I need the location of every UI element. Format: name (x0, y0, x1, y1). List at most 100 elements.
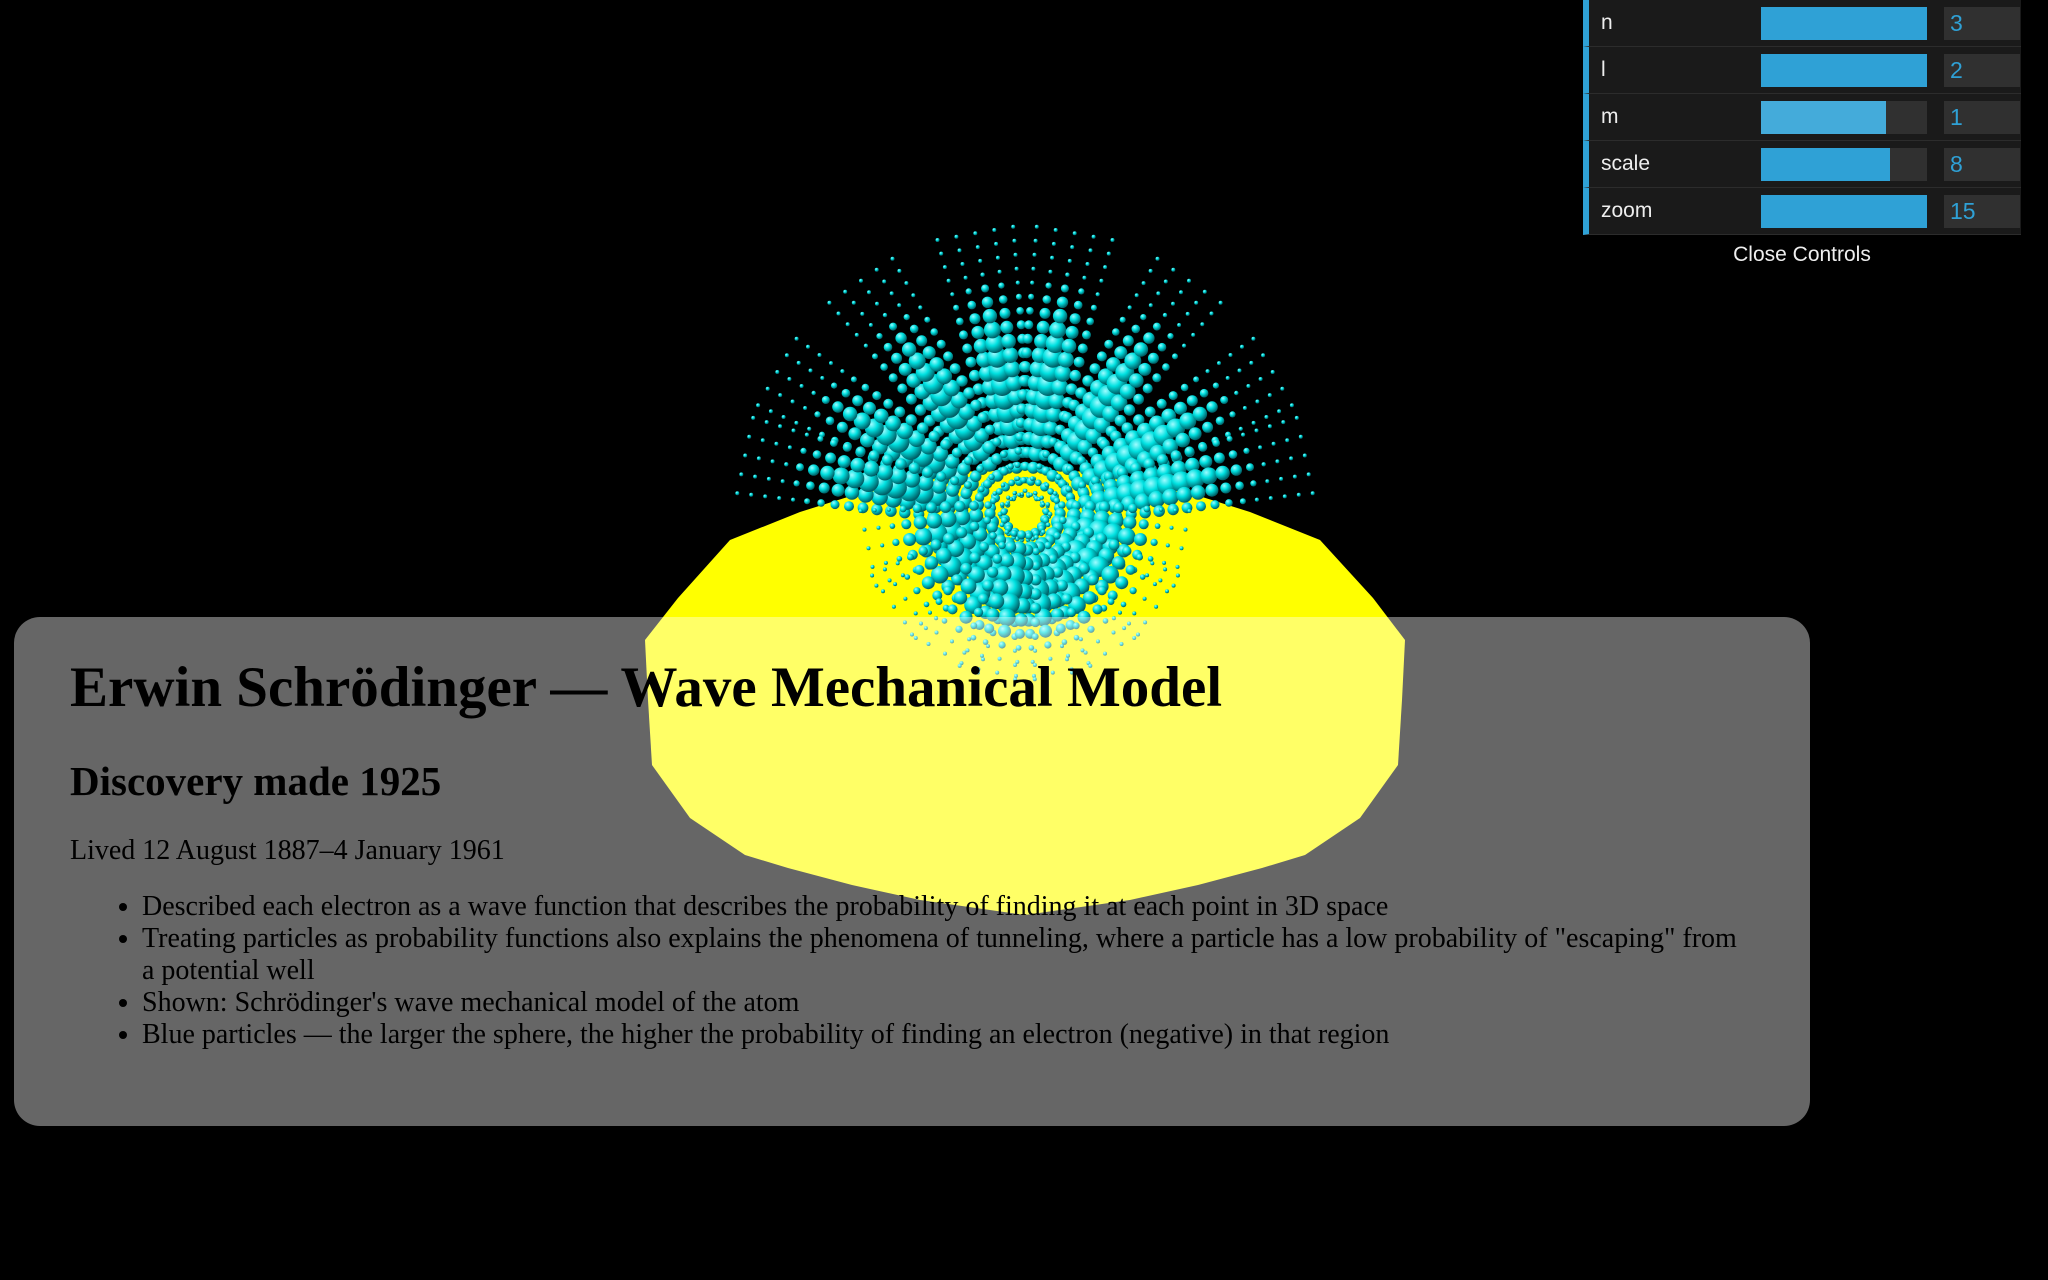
electron-particle (1030, 659, 1035, 664)
electron-particle (1040, 529, 1046, 535)
electron-particle (796, 360, 801, 365)
electron-particle (1228, 353, 1233, 357)
l-input[interactable]: 2 (1944, 54, 2020, 87)
electron-particle (997, 269, 1002, 274)
l-slider[interactable] (1761, 54, 1927, 87)
electron-particle (1065, 486, 1072, 493)
electron-particle (1302, 453, 1307, 458)
electron-particle (1000, 482, 1006, 488)
electron-particle (1106, 251, 1111, 256)
electron-particle (940, 438, 952, 450)
electron-particle (1041, 502, 1046, 507)
electron-particle (978, 486, 985, 493)
electron-particle (1108, 539, 1120, 551)
electron-particle (1003, 360, 1021, 378)
electron-particle (1031, 266, 1036, 271)
electron-particle (1077, 343, 1088, 354)
electron-particle (1086, 317, 1094, 326)
electron-particle (1053, 228, 1058, 232)
electron-particle (1000, 516, 1008, 524)
electron-particle (1014, 266, 1019, 271)
electron-particle (883, 398, 894, 409)
electron-particle (969, 369, 981, 382)
electron-particle (1174, 401, 1187, 415)
close-controls-button[interactable]: Close Controls (1583, 235, 2021, 275)
electron-particle (836, 421, 848, 433)
electron-particle (1043, 420, 1058, 436)
zoom-slider[interactable] (1761, 195, 1927, 228)
electron-particle (1147, 556, 1154, 562)
electron-particle (1059, 516, 1067, 525)
electron-particle (1111, 556, 1126, 570)
electron-particle (1165, 543, 1170, 548)
electron-particle (1294, 415, 1299, 420)
electron-particle (916, 335, 928, 347)
electron-particle (1133, 533, 1147, 546)
electron-particle (890, 256, 895, 261)
controls-panel: n 3 l 2 m 1 scale 8 zoom 15 Close Contro… (1583, 0, 2021, 275)
electron-particle (999, 553, 1015, 568)
electron-particle (1030, 280, 1035, 285)
electron-particle (876, 333, 883, 340)
m-slider[interactable] (1761, 101, 1927, 134)
n-slider[interactable] (1761, 7, 1927, 40)
electron-particle (1085, 262, 1090, 266)
electron-particle (843, 289, 848, 294)
electron-particle (887, 578, 892, 583)
electron-particle (787, 377, 792, 381)
electron-particle (871, 503, 883, 516)
electron-particle (1047, 554, 1058, 564)
electron-particle (1175, 432, 1190, 448)
scale-input[interactable]: 8 (1944, 148, 2020, 181)
electron-particle (956, 375, 968, 387)
electron-particle (982, 308, 998, 324)
zoom-input[interactable]: 15 (1944, 195, 2020, 228)
electron-particle (1096, 351, 1107, 362)
electron-particle (998, 282, 1005, 289)
electron-particle (876, 463, 894, 481)
electron-particle (874, 408, 889, 424)
electron-particle (1032, 673, 1036, 678)
electron-particle (971, 325, 985, 339)
electron-particle (950, 639, 954, 644)
electron-particle (1032, 663, 1037, 667)
scale-slider[interactable] (1761, 148, 1927, 181)
electron-particle (986, 644, 990, 649)
electron-particle (922, 346, 936, 360)
electron-particle (1006, 495, 1011, 500)
electron-particle (1162, 312, 1168, 318)
electron-particle (1123, 404, 1136, 416)
electron-particle (953, 304, 960, 311)
electron-particle (1162, 488, 1179, 506)
electron-particle (1179, 546, 1184, 551)
electron-particle (1170, 450, 1182, 461)
electron-particle (1281, 420, 1286, 425)
electron-particle (1042, 295, 1052, 304)
electron-particle (1097, 585, 1107, 596)
electron-particle (999, 450, 1008, 459)
electron-particle (1254, 497, 1259, 502)
electron-particle (1053, 532, 1061, 540)
electron-particle (1117, 527, 1136, 546)
electron-particle (1129, 587, 1137, 595)
control-row-m: m 1 (1583, 94, 2021, 141)
m-input[interactable]: 1 (1944, 101, 2020, 134)
electron-particle (1018, 375, 1030, 387)
electron-particle (1246, 384, 1251, 388)
n-input[interactable]: 3 (1944, 7, 2020, 40)
control-label: m (1601, 105, 1619, 128)
list-item: Treating particles as probability functi… (142, 923, 1754, 987)
electron-particle (1047, 511, 1053, 517)
electron-particle (1144, 406, 1156, 418)
electron-particle (866, 546, 871, 551)
electron-particle (830, 500, 840, 510)
electron-particle (1104, 339, 1114, 349)
electron-particle (794, 336, 799, 341)
electron-particle (1015, 659, 1020, 664)
electron-particle (1183, 527, 1188, 532)
electron-particle (1005, 541, 1017, 553)
electron-particle (1035, 479, 1042, 487)
electron-particle (1258, 445, 1263, 450)
electron-particle (949, 363, 961, 374)
